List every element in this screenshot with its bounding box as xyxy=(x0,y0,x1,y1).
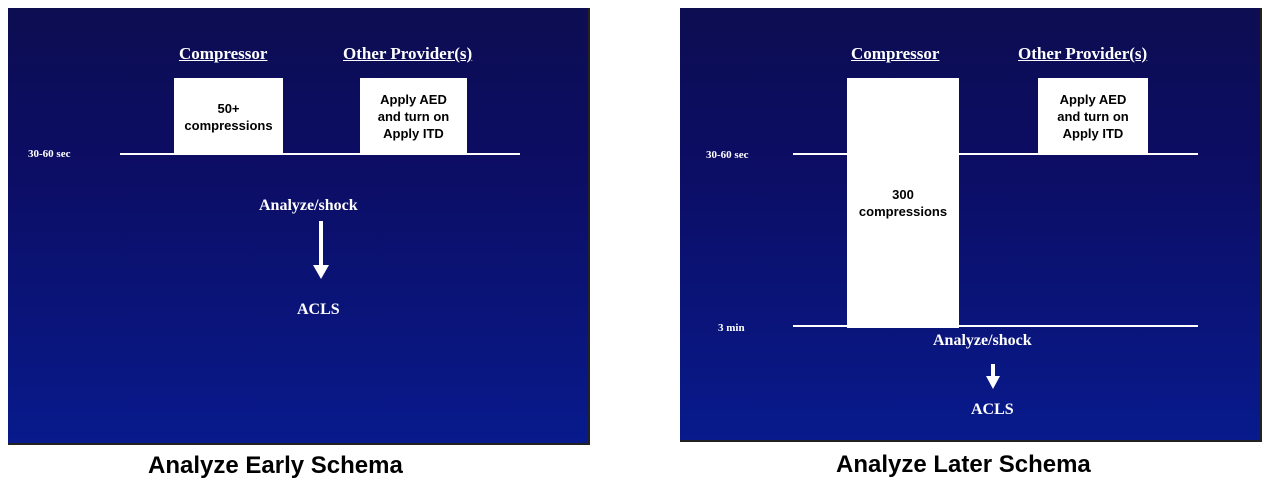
compressor-header: Compressor xyxy=(179,44,268,63)
early-schema-caption: Analyze Early Schema xyxy=(148,452,403,478)
arrow-down-icon xyxy=(313,221,329,279)
timeline-3-min xyxy=(793,325,1198,327)
other-provider-box: Apply AED and turn on Apply ITD xyxy=(360,78,467,155)
compressor-box: 50+ compressions xyxy=(174,78,283,155)
compressor-header: Compressor xyxy=(851,44,940,63)
compressor-box: 300 compressions xyxy=(847,78,959,328)
analyze-shock-label: Analyze/shock xyxy=(259,197,358,214)
analyze-shock-label: Analyze/shock xyxy=(933,332,1032,349)
acls-label: ACLS xyxy=(971,401,1014,418)
other-provider-box: Apply AED and turn on Apply ITD xyxy=(1038,78,1148,155)
later-schema-slide: Compressor Other Provider(s) 300 compres… xyxy=(680,8,1262,442)
timeline xyxy=(120,153,520,155)
timeline-right xyxy=(959,153,1198,155)
acls-label: ACLS xyxy=(297,301,340,318)
other-providers-header: Other Provider(s) xyxy=(1018,44,1148,63)
arrow-down-icon xyxy=(986,364,1000,389)
time-label-30-60: 30-60 sec xyxy=(28,148,71,160)
other-providers-header: Other Provider(s) xyxy=(343,44,473,63)
timeline-left xyxy=(793,153,847,155)
later-schema-caption: Analyze Later Schema xyxy=(836,451,1091,478)
time-label-3-min: 3 min xyxy=(718,322,745,334)
time-label-30-60: 30-60 sec xyxy=(706,149,749,161)
early-schema-slide: Compressor Other Provider(s) 50+ compres… xyxy=(8,8,590,445)
